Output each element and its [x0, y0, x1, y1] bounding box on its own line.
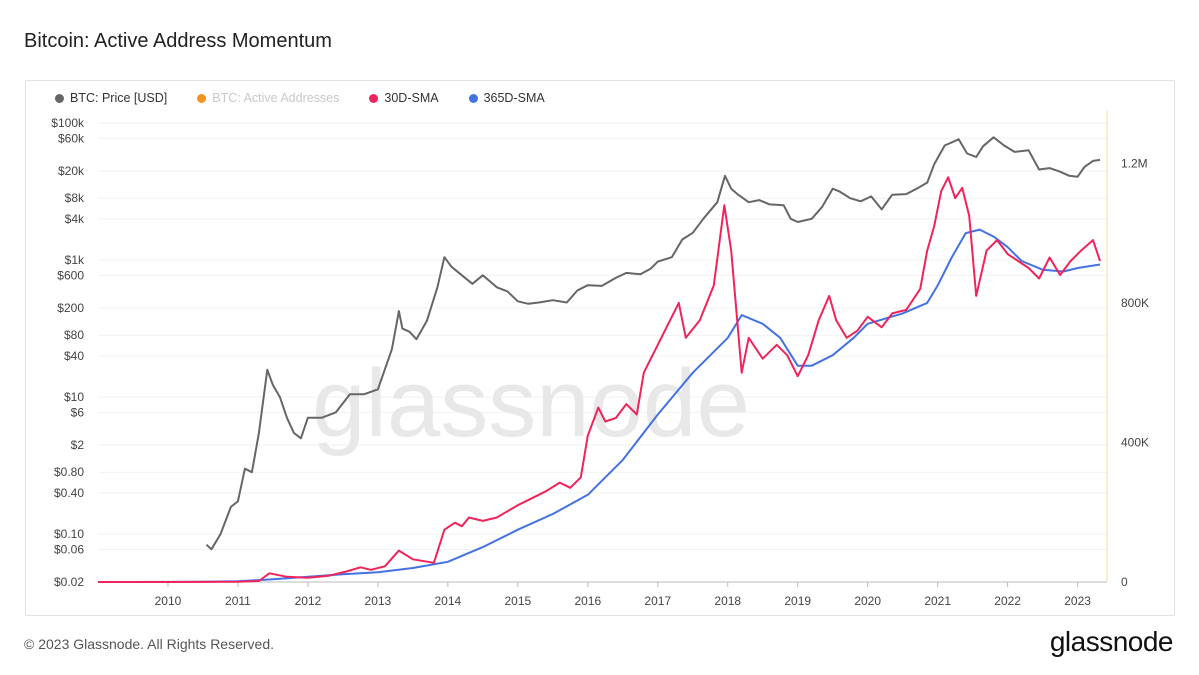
- y-left-tick-label: $0.02: [54, 575, 84, 589]
- legend-dot-30d-sma: [369, 93, 379, 103]
- y-left-tick-label: $6: [71, 405, 85, 419]
- y-left-ticks: $100k$60k$20k$8k$4k$1k$600$200$80$40$10$…: [51, 116, 85, 589]
- y-right-ticks: 1.2M 800K 400K 0: [1121, 156, 1149, 589]
- x-tick-label: 2022: [994, 594, 1021, 608]
- y-left-tick-label: $20k: [58, 164, 85, 178]
- y-left-tick-label: $0.06: [54, 542, 84, 556]
- y-left-tick-label: $40: [64, 349, 84, 363]
- chart-panel: BTC: Price [USD] BTC: Active Addresses 3…: [25, 80, 1175, 616]
- y-left-tick-label: $200: [57, 301, 84, 315]
- y-left-tick-label: $10: [64, 390, 84, 404]
- grid-lines: [98, 122, 1107, 583]
- y-left-tick-label: $4k: [65, 212, 85, 226]
- y-left-tick-label: $600: [57, 268, 84, 282]
- y-left-tick-label: $80: [64, 328, 84, 342]
- x-tick-label: 2018: [714, 594, 741, 608]
- y-left-tick-label: $0.80: [54, 465, 84, 479]
- y-left-tick-label: $2: [71, 438, 85, 452]
- chart-plot: glassnode $100k$60k $20k $8k $4k $1k$600 $200…: [51, 111, 1149, 608]
- legend-label-price: BTC: Price [USD]: [70, 91, 168, 105]
- y-left-tick-label: $1k: [65, 253, 85, 267]
- y-left-tick-label: $60k: [58, 131, 85, 145]
- x-tick-label: 2012: [295, 594, 322, 608]
- y-right-tick-label: 800K: [1121, 296, 1149, 310]
- y-right-tick-label: 400K: [1121, 435, 1149, 449]
- y-left-tick-label: $8k: [65, 191, 85, 205]
- x-tick-label: 2015: [504, 594, 531, 608]
- legend-item-30d-sma[interactable]: 30D-SMA: [369, 91, 439, 105]
- series-line-365d-sma: [97, 228, 1101, 583]
- x-tick-label: 2010: [155, 594, 182, 608]
- legend-item-365d-sma[interactable]: 365D-SMA: [468, 91, 545, 105]
- page-title: Bitcoin: Active Address Momentum: [24, 30, 332, 52]
- y-right-tick-label: 1.2M: [1121, 156, 1148, 170]
- legend-dot-price: [55, 93, 64, 103]
- legend-item-active-addresses[interactable]: BTC: Active Addresses: [197, 91, 339, 105]
- x-tick-label: 2021: [924, 594, 951, 608]
- legend-dot-365d-sma: [468, 93, 478, 103]
- watermark: glassnode: [312, 350, 750, 457]
- y-left-tick-label: $100k: [51, 116, 85, 130]
- series-lines: [97, 136, 1101, 583]
- y-left-tick-label: $0.40: [54, 486, 84, 500]
- x-tick-label: 2017: [644, 594, 671, 608]
- x-tick-label: 2019: [784, 594, 811, 608]
- brand-logo: glassnode: [1049, 626, 1174, 657]
- legend-label-365d-sma: 365D-SMA: [483, 91, 545, 105]
- legend-item-price[interactable]: BTC: Price [USD]: [55, 91, 167, 105]
- x-tick-label: 2011: [225, 594, 251, 608]
- legend-label-active-addresses: BTC: Active Addresses: [212, 91, 340, 105]
- legend-dot-active-addresses: [197, 93, 207, 103]
- x-tick-label: 2016: [574, 594, 601, 608]
- copyright: © 2023 Glassnode. All Rights Reserved.: [24, 636, 275, 652]
- y-left-tick-label: $0.10: [54, 527, 84, 541]
- x-tick-label: 2013: [365, 594, 392, 608]
- x-ticks: 2010 2011 2012 2013 2014 2015 2016 2017 2018 2019…: [155, 582, 1091, 608]
- x-tick-label: 2014: [435, 594, 462, 608]
- legend: BTC: Price [USD] BTC: Active Addresses 3…: [55, 91, 545, 105]
- legend-label-30d-sma: 30D-SMA: [384, 91, 439, 105]
- x-tick-label: 2020: [854, 594, 881, 608]
- x-tick-label: 2023: [1064, 594, 1091, 608]
- series-line-30d-sma: [98, 176, 1101, 583]
- series-line-price: [205, 136, 1101, 551]
- y-right-tick-label: 0: [1121, 575, 1128, 589]
